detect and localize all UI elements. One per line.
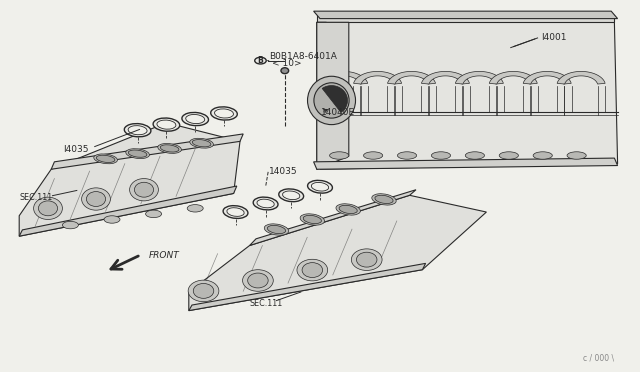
Ellipse shape — [157, 120, 176, 129]
Ellipse shape — [223, 206, 248, 218]
Ellipse shape — [182, 112, 209, 126]
Polygon shape — [314, 11, 618, 19]
Text: B: B — [258, 56, 263, 65]
Ellipse shape — [307, 76, 356, 125]
Ellipse shape — [63, 221, 79, 229]
Text: 14035: 14035 — [269, 167, 298, 176]
Text: < 10>: < 10> — [272, 60, 301, 68]
Ellipse shape — [153, 118, 180, 131]
Text: B0B1A8-6401A: B0B1A8-6401A — [269, 52, 337, 61]
Ellipse shape — [158, 144, 181, 153]
Polygon shape — [557, 71, 605, 84]
Ellipse shape — [297, 259, 328, 281]
Ellipse shape — [134, 182, 154, 197]
Ellipse shape — [311, 182, 329, 191]
Ellipse shape — [192, 140, 211, 147]
Ellipse shape — [339, 205, 357, 214]
Text: l4035: l4035 — [63, 145, 88, 154]
Ellipse shape — [128, 150, 147, 157]
Ellipse shape — [279, 189, 303, 202]
Polygon shape — [489, 71, 538, 84]
Polygon shape — [353, 71, 402, 84]
Polygon shape — [317, 15, 614, 22]
Ellipse shape — [82, 188, 111, 210]
Ellipse shape — [533, 152, 552, 159]
Ellipse shape — [146, 210, 161, 218]
Ellipse shape — [303, 215, 321, 224]
Polygon shape — [189, 195, 486, 311]
Text: FRONT: FRONT — [148, 251, 179, 260]
Ellipse shape — [253, 197, 278, 210]
Polygon shape — [19, 186, 237, 236]
Ellipse shape — [314, 83, 349, 118]
Polygon shape — [523, 71, 572, 84]
Polygon shape — [314, 158, 618, 169]
Ellipse shape — [160, 145, 179, 152]
Polygon shape — [319, 71, 368, 84]
Polygon shape — [317, 22, 618, 169]
Ellipse shape — [375, 195, 393, 203]
Polygon shape — [421, 71, 470, 84]
Ellipse shape — [96, 155, 115, 163]
Polygon shape — [317, 22, 349, 169]
Polygon shape — [19, 123, 240, 236]
Ellipse shape — [190, 138, 213, 148]
Polygon shape — [387, 71, 436, 84]
Ellipse shape — [38, 201, 58, 216]
Ellipse shape — [187, 205, 204, 212]
Ellipse shape — [308, 180, 332, 193]
Polygon shape — [51, 134, 243, 169]
Ellipse shape — [34, 197, 63, 219]
Ellipse shape — [397, 152, 417, 159]
Ellipse shape — [126, 149, 149, 158]
Ellipse shape — [330, 152, 349, 159]
Ellipse shape — [282, 191, 300, 200]
Polygon shape — [189, 263, 426, 311]
Ellipse shape — [364, 152, 383, 159]
Ellipse shape — [302, 263, 323, 278]
Polygon shape — [250, 190, 416, 246]
Ellipse shape — [264, 224, 289, 235]
Text: c / 000 \: c / 000 \ — [583, 354, 614, 363]
Polygon shape — [322, 86, 348, 112]
Ellipse shape — [431, 152, 451, 159]
Ellipse shape — [356, 252, 377, 267]
Ellipse shape — [186, 115, 205, 124]
Ellipse shape — [129, 179, 159, 201]
Ellipse shape — [268, 225, 285, 234]
Polygon shape — [455, 71, 504, 84]
Ellipse shape — [351, 249, 382, 270]
Ellipse shape — [300, 214, 324, 225]
Ellipse shape — [255, 57, 266, 64]
Ellipse shape — [372, 194, 396, 205]
Ellipse shape — [214, 109, 234, 118]
Text: SEC.111: SEC.111 — [19, 193, 52, 202]
Ellipse shape — [86, 192, 106, 206]
Text: l4001: l4001 — [541, 33, 566, 42]
Text: 14040E: 14040E — [321, 108, 355, 117]
Ellipse shape — [567, 152, 586, 159]
Ellipse shape — [336, 204, 360, 215]
Ellipse shape — [193, 283, 214, 298]
Ellipse shape — [124, 124, 151, 137]
Ellipse shape — [211, 107, 237, 120]
Ellipse shape — [227, 208, 244, 217]
Text: SEC.111: SEC.111 — [250, 299, 283, 308]
Ellipse shape — [257, 199, 275, 208]
Ellipse shape — [465, 152, 484, 159]
Ellipse shape — [243, 270, 273, 291]
Ellipse shape — [128, 126, 147, 135]
Ellipse shape — [499, 152, 518, 159]
Ellipse shape — [94, 154, 117, 164]
Polygon shape — [317, 22, 326, 169]
Ellipse shape — [104, 216, 120, 223]
Ellipse shape — [248, 273, 268, 288]
Ellipse shape — [188, 280, 219, 302]
Ellipse shape — [281, 68, 289, 74]
